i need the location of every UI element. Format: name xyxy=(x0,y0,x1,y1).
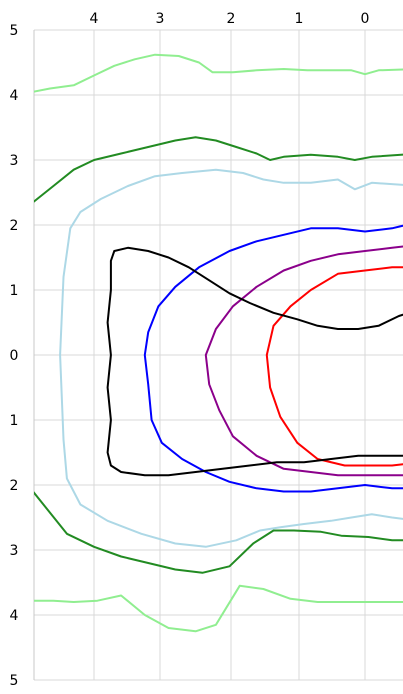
contour-series-7 xyxy=(106,246,403,477)
x-tick-label: 4 xyxy=(90,11,99,27)
y-tick-label: 2 xyxy=(10,218,19,234)
y-tick-label: 4 xyxy=(10,608,19,624)
y-tick-label: 1 xyxy=(10,413,19,429)
x-tick-label: 0 xyxy=(361,11,370,27)
contour-series-3 xyxy=(143,224,403,493)
contour-series-4 xyxy=(204,245,403,477)
series-group xyxy=(34,53,403,633)
y-tick-label: 1 xyxy=(10,283,19,299)
y-tick-label: 4 xyxy=(10,88,19,104)
y-tick-label: 5 xyxy=(10,23,19,39)
contour-series-5 xyxy=(265,266,403,467)
x-tick-label: 2 xyxy=(227,11,236,27)
y-tick-label: 5 xyxy=(10,673,19,689)
y-tick-label: 3 xyxy=(10,543,19,559)
contour-series-2 xyxy=(59,168,403,548)
contour-series-1 xyxy=(34,136,403,574)
y-tick-label: 0 xyxy=(10,348,19,364)
y-tick-label: 2 xyxy=(10,478,19,494)
x-tick-label: 1 xyxy=(295,11,304,27)
y-tick-label: 3 xyxy=(10,153,19,169)
contour-series-0 xyxy=(34,53,403,633)
x-tick-label: 3 xyxy=(156,11,165,27)
